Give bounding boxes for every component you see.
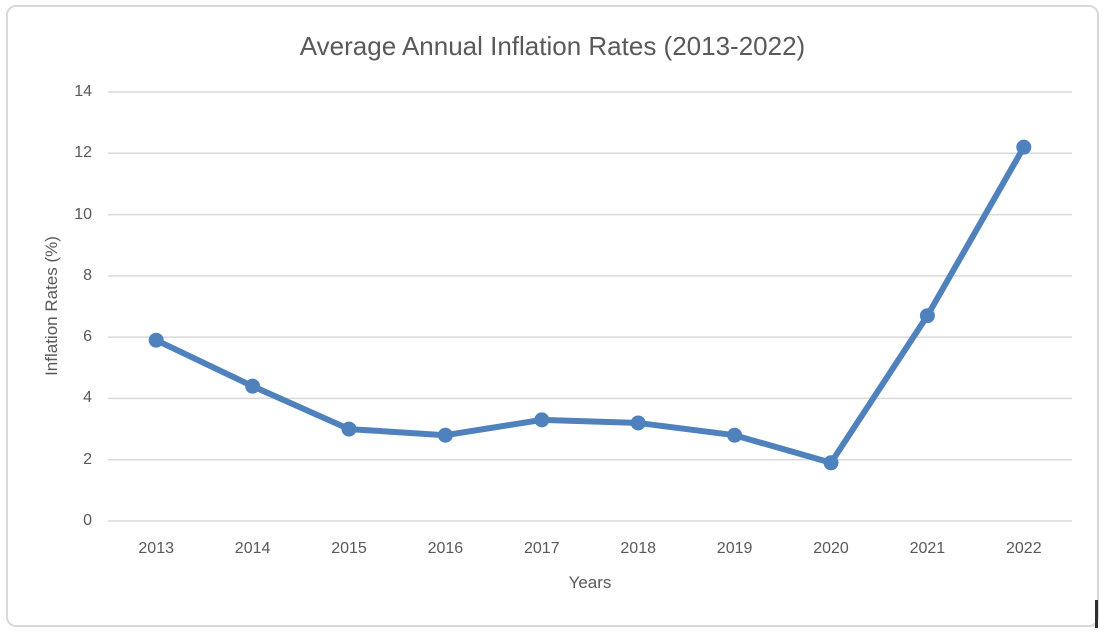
y-tick-label: 12: [74, 144, 92, 162]
data-point-marker: [630, 415, 646, 431]
y-tick-label: 10: [74, 205, 92, 223]
x-tick-label: 2020: [813, 540, 849, 557]
x-tick-label: 2017: [524, 540, 560, 557]
data-point-marker: [437, 427, 453, 443]
data-point-marker: [534, 412, 550, 428]
y-axis-title: Inflation Rates (%): [42, 236, 61, 376]
y-tick-label: 6: [83, 328, 92, 346]
y-tick-label: 4: [83, 389, 92, 407]
x-axis-title: Years: [568, 573, 612, 592]
y-tick-label: 0: [83, 512, 92, 529]
data-point-marker: [727, 427, 743, 443]
y-tick-label: 8: [83, 266, 92, 284]
x-tick-label: 2019: [716, 540, 753, 557]
data-point-marker: [919, 308, 935, 324]
x-tick-label: 2014: [234, 540, 271, 557]
cell-cursor-artifact: [1095, 600, 1098, 628]
data-point-marker: [1016, 139, 1032, 155]
data-point-marker: [148, 332, 164, 348]
x-tick-label: 2015: [331, 540, 367, 557]
x-tick-label: 2021: [909, 540, 946, 557]
chart-border-frame: [6, 5, 1099, 627]
chart-title: Average Annual Inflation Rates (2013-202…: [299, 31, 806, 61]
y-tick-label: 2: [83, 450, 92, 468]
data-point-marker: [823, 455, 839, 471]
x-tick-label: 2016: [427, 540, 464, 557]
data-point-marker: [245, 378, 261, 394]
series-line: [153, 144, 1027, 466]
x-tick-label: 2022: [1006, 540, 1042, 557]
x-tick-label: 2013: [138, 540, 174, 557]
y-tick-label: 14: [74, 83, 92, 100]
data-point-marker: [341, 421, 357, 437]
x-tick-label: 2018: [620, 540, 656, 557]
